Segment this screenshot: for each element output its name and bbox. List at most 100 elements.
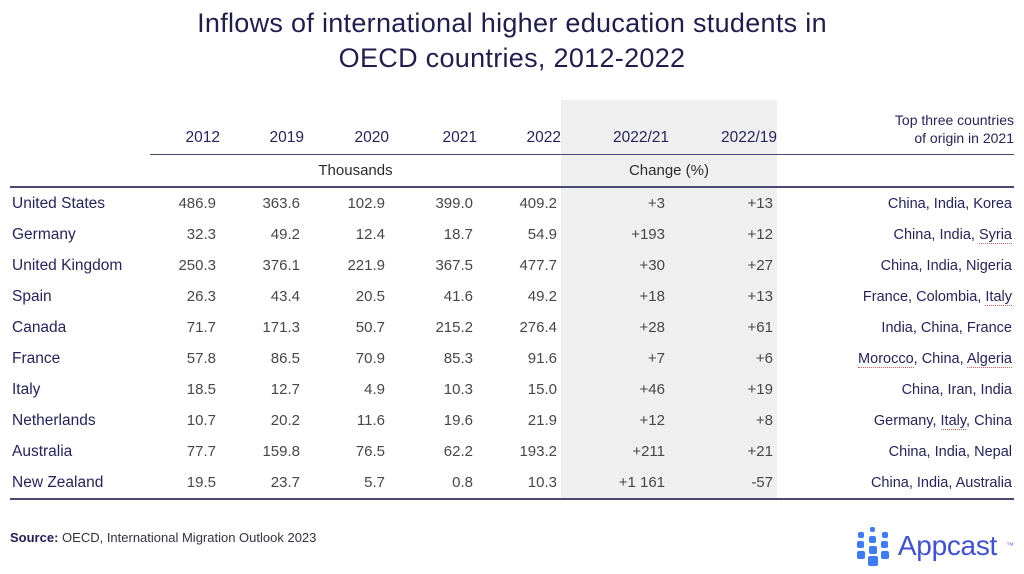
unit-header-spacer-right (777, 154, 1014, 188)
col-header-2020: 2020 (304, 100, 389, 155)
thousands-value-cell: 477.7 (519, 257, 557, 274)
table-row: United Kingdom 250.3 376.1 221.9 367.5 477.7 +… (10, 250, 1014, 281)
thousands-value-cell: 486.9 (178, 195, 216, 212)
spellcheck-underlined-word: Morocco (858, 350, 914, 368)
origin-header-line-2: of origin in 2021 (914, 130, 1014, 146)
thousands-value-cell: 399.0 (435, 195, 473, 212)
thousands-value-cell: 215.2 (435, 319, 473, 336)
change-value-cell: +13 (669, 281, 777, 312)
change-value-cell: +30 (561, 250, 669, 281)
country-cell: Germany (12, 225, 76, 243)
group-header-change: Change (%) (561, 154, 777, 188)
change-value-cell: +21 (669, 436, 777, 467)
table-row: Italy 18.5 12.7 4.9 10.3 15.0 +46 +19 China, Ira… (10, 374, 1014, 405)
country-column-header (10, 100, 150, 155)
origin-header-line-1: Top three countries (894, 112, 1014, 128)
thousands-value-cell: 250.3 (178, 257, 216, 274)
change-value-cell: +3 (561, 187, 669, 219)
change-value-cell: +211 (561, 436, 669, 467)
thousands-value-cell: 41.6 (443, 288, 473, 305)
source-text: OECD, International Migration Outlook 20… (62, 530, 317, 545)
country-cell: Netherlands (12, 411, 96, 429)
thousands-value-cell: 276.4 (519, 319, 557, 336)
col-header-2022-19: 2022/19 (669, 100, 777, 155)
thousands-value-cell: 18.5 (186, 381, 216, 398)
change-value-cell: +12 (669, 219, 777, 250)
thousands-value-cell: 23.7 (220, 467, 304, 500)
unit-header-row: Thousands Change (%) (10, 154, 1014, 188)
origin-cell: China, India, Syria (893, 226, 1012, 244)
thousands-value-cell: 5.7 (304, 467, 389, 500)
table-row: Germany 32.3 49.2 12.4 18.7 54.9 +193 +12 China,… (10, 219, 1014, 250)
spellcheck-underlined-word: Algeria (966, 350, 1012, 368)
thousands-value-cell: 19.6 (443, 412, 473, 429)
thousands-value-cell: 12.4 (355, 226, 385, 243)
thousands-value-cell: 49.2 (527, 288, 557, 305)
origin-cell: France, Colombia, Italy (862, 288, 1012, 306)
change-value-cell: +6 (669, 343, 777, 374)
thousands-value-cell: 85.3 (443, 350, 473, 367)
change-value-cell: -57 (669, 467, 777, 500)
table-row: Netherlands 10.7 20.2 11.6 19.6 21.9 +12 +8 Germ… (10, 405, 1014, 436)
thousands-value-cell: 49.2 (270, 226, 300, 243)
title-line-2: OECD countries, 2012-2022 (338, 43, 686, 73)
thousands-value-cell: 19.5 (150, 467, 220, 500)
source-note: Source: OECD, International Migration Ou… (10, 530, 316, 545)
thousands-value-cell: 221.9 (347, 257, 385, 274)
thousands-value-cell: 0.8 (389, 467, 477, 500)
col-header-2012: 2012 (150, 100, 220, 155)
thousands-value-cell: 76.5 (355, 443, 385, 460)
thousands-value-cell: 10.7 (186, 412, 216, 429)
thousands-value-cell: 43.4 (270, 288, 300, 305)
thousands-value-cell: 50.7 (355, 319, 385, 336)
table-row: Spain 26.3 43.4 20.5 41.6 49.2 +18 +13 France, C… (10, 281, 1014, 312)
thousands-value-cell: 10.3 (477, 467, 561, 500)
page-title: Inflows of international higher educatio… (0, 6, 1024, 76)
change-value-cell: +61 (669, 312, 777, 343)
year-header-row: 2012 2019 2020 2021 2022 2022/21 2022/19… (10, 100, 1014, 155)
thousands-value-cell: 171.3 (262, 319, 300, 336)
thousands-value-cell: 91.6 (527, 350, 557, 367)
table-row: France 57.8 86.5 70.9 85.3 91.6 +7 +6 Morocco, C… (10, 343, 1014, 374)
country-cell: Canada (12, 318, 67, 336)
thousands-value-cell: 20.2 (270, 412, 300, 429)
change-value-cell: +46 (561, 374, 669, 405)
col-header-origin: Top three countries of origin in 2021 (777, 100, 1014, 155)
source-label: Source: (10, 530, 59, 545)
origin-cell: Germany, Italy, China (873, 412, 1012, 430)
thousands-value-cell: 18.7 (443, 226, 473, 243)
thousands-value-cell: 409.2 (519, 195, 557, 212)
change-value-cell: +18 (561, 281, 669, 312)
col-header-2019: 2019 (220, 100, 304, 155)
origin-cell: China, Iran, India (901, 381, 1012, 398)
change-value-cell: +8 (669, 405, 777, 436)
thousands-value-cell: 21.9 (527, 412, 557, 429)
origin-cell: Morocco, China, Algeria (858, 350, 1012, 368)
col-header-2021: 2021 (389, 100, 477, 155)
thousands-value-cell: 4.9 (364, 381, 385, 398)
thousands-value-cell: 62.2 (443, 443, 473, 460)
appcast-logo: Appcast ™ (856, 524, 1014, 568)
thousands-value-cell: 15.0 (527, 381, 557, 398)
appcast-dots-icon (856, 525, 889, 567)
origin-cell: China, India, Australia (777, 467, 1014, 500)
thousands-value-cell: 367.5 (435, 257, 473, 274)
origin-cell: India, China, France (881, 319, 1012, 336)
thousands-value-cell: 193.2 (519, 443, 557, 460)
table-row: Canada 71.7 171.3 50.7 215.2 276.4 +28 +61 India… (10, 312, 1014, 343)
change-value-cell: +7 (561, 343, 669, 374)
students-table: 2012 2019 2020 2021 2022 2022/21 2022/19… (10, 100, 1014, 500)
thousands-value-cell: 11.6 (356, 412, 385, 429)
thousands-value-cell: 376.1 (262, 257, 300, 274)
change-value-cell: +12 (561, 405, 669, 436)
trademark-symbol: ™ (1006, 541, 1014, 550)
change-value-cell: +1 161 (561, 467, 669, 500)
change-value-cell: +19 (669, 374, 777, 405)
title-line-1: Inflows of international higher educatio… (197, 8, 827, 38)
change-value-cell: +28 (561, 312, 669, 343)
spellcheck-underlined-word: Syria (978, 226, 1012, 244)
thousands-value-cell: 10.3 (443, 381, 473, 398)
country-cell: United Kingdom (12, 256, 123, 274)
change-value-cell: +193 (561, 219, 669, 250)
